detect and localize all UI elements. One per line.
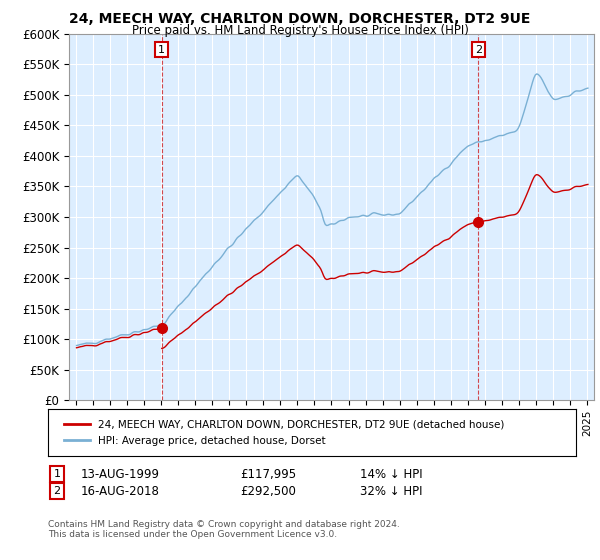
Text: £117,995: £117,995 — [240, 468, 296, 481]
Text: 16-AUG-2018: 16-AUG-2018 — [81, 484, 160, 498]
Text: 2: 2 — [475, 45, 482, 55]
Text: 14% ↓ HPI: 14% ↓ HPI — [360, 468, 422, 481]
Text: 1: 1 — [158, 45, 165, 55]
Text: 2: 2 — [53, 486, 61, 496]
Text: 13-AUG-1999: 13-AUG-1999 — [81, 468, 160, 481]
Text: Price paid vs. HM Land Registry's House Price Index (HPI): Price paid vs. HM Land Registry's House … — [131, 24, 469, 37]
Text: Contains HM Land Registry data © Crown copyright and database right 2024.
This d: Contains HM Land Registry data © Crown c… — [48, 520, 400, 539]
Text: 24, MEECH WAY, CHARLTON DOWN, DORCHESTER, DT2 9UE: 24, MEECH WAY, CHARLTON DOWN, DORCHESTER… — [70, 12, 530, 26]
Legend: 24, MEECH WAY, CHARLTON DOWN, DORCHESTER, DT2 9UE (detached house), HPI: Average: 24, MEECH WAY, CHARLTON DOWN, DORCHESTER… — [58, 414, 509, 451]
Text: 32% ↓ HPI: 32% ↓ HPI — [360, 484, 422, 498]
Text: £292,500: £292,500 — [240, 484, 296, 498]
Text: 1: 1 — [53, 469, 61, 479]
